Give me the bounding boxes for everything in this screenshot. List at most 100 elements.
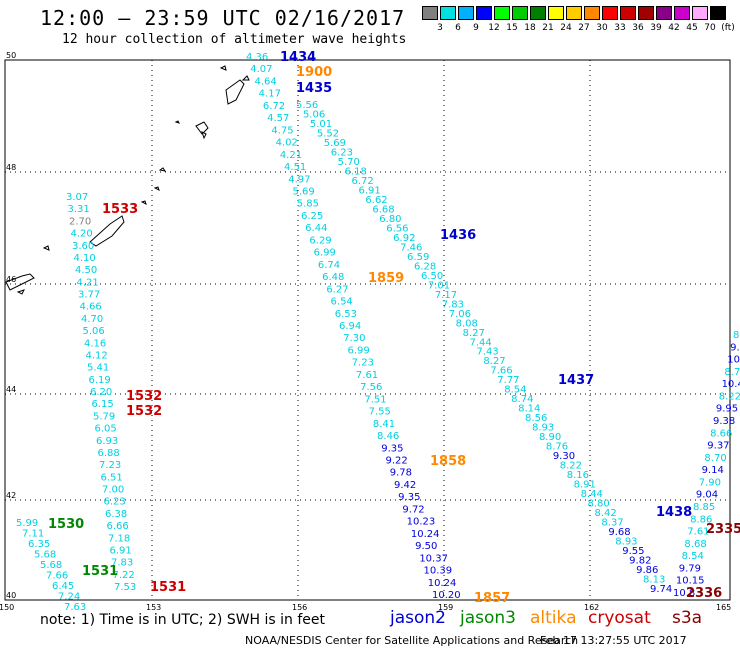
time-label: 1434 — [280, 50, 316, 65]
island-shape — [219, 65, 227, 71]
track-value: 4.51 — [284, 162, 306, 173]
colorbar-label: 9 — [473, 23, 479, 33]
track-value: 8.46 — [377, 431, 399, 442]
altimeter-tracks: 3.073.312.704.203.604.104.504.213.774.66… — [16, 50, 740, 613]
track-value: 8.74 — [511, 394, 533, 405]
timestamp: Feb 17 13:27:55 UTC 2017 — [540, 634, 687, 647]
track-value: 4.02 — [276, 138, 298, 149]
colorbar-label: 42 — [668, 23, 680, 33]
track-value: 9.30 — [553, 451, 575, 462]
track-value: 8.68 — [684, 539, 706, 550]
track-value: 6.74 — [318, 260, 340, 271]
track-value: 6.54 — [331, 297, 353, 308]
page-title: 12:00 – 23:59 UTC 02/16/2017 — [40, 6, 406, 30]
time-label: 1532 — [126, 389, 162, 404]
track-value: 7.23 — [352, 358, 374, 369]
track-value: 8.16 — [567, 470, 589, 481]
colorbar-swatch — [620, 6, 636, 20]
track-value: 7.44 — [470, 337, 492, 348]
track-value: 9.50 — [415, 541, 437, 552]
track-value: 4.66 — [80, 302, 102, 313]
track-value: 6.18 — [345, 166, 367, 177]
track-value: 7.63 — [64, 602, 86, 613]
track-value: 3.31 — [68, 204, 90, 215]
lat-label: 42 — [6, 491, 16, 500]
track-value: 7.83 — [442, 299, 464, 310]
track-value: 6.59 — [407, 252, 429, 263]
colorbar-swatch — [602, 6, 618, 20]
track-value: 5.79 — [93, 411, 115, 422]
track-value: 6.94 — [339, 321, 361, 332]
track-value: 8.86 — [690, 514, 712, 525]
track-value: 5.68 — [34, 550, 56, 561]
track-value: 4.17 — [259, 89, 281, 100]
colorbar-label: 70 — [704, 23, 716, 33]
track-value: 8.80 — [588, 499, 610, 510]
track-value: 6.93 — [96, 436, 118, 447]
island-shape — [241, 75, 250, 81]
track-value: 2.70 — [69, 216, 91, 227]
track-value: 6.68 — [372, 204, 394, 215]
track-value: 8.14 — [518, 404, 540, 415]
track-value: 7.77 — [497, 375, 519, 386]
colorbar-label: 45 — [686, 23, 698, 33]
track-value: 4.12 — [86, 350, 108, 361]
time-label: 2335 — [706, 522, 740, 537]
time-label: 1859 — [368, 271, 404, 286]
track-value: 9.35 — [398, 492, 420, 503]
track-value: 7.61 — [356, 370, 378, 381]
track-value: 7.18 — [108, 533, 130, 544]
track-value: 6.50 — [421, 271, 443, 282]
island-shape — [89, 215, 125, 247]
track-value: 10.24 — [411, 529, 440, 540]
legend-cryosat: cryosat — [588, 608, 651, 628]
track-value: 9.72 — [402, 504, 424, 515]
track-value: 6.23 — [331, 147, 353, 158]
track-value: 6.80 — [379, 214, 401, 225]
colorbar-swatch — [584, 6, 600, 20]
track-value: 6.27 — [326, 284, 348, 295]
track-value: 9.22 — [386, 456, 408, 467]
track-value: 9.79 — [679, 563, 701, 574]
colorbar-label: 12 — [488, 23, 500, 33]
legend-jason2: jason2 — [390, 608, 446, 628]
credits: NOAA/NESDIS Center for Satellite Applica… — [245, 634, 579, 647]
time-label: 1438 — [656, 505, 692, 520]
track-value: 8.93 — [532, 423, 554, 434]
island-shape — [174, 120, 180, 124]
track-value: 8.91 — [574, 480, 596, 491]
colorbar-swatch — [458, 6, 474, 20]
coastline — [5, 65, 250, 295]
track-value: 6.91 — [110, 545, 132, 556]
track-value: 5.85 — [297, 199, 319, 210]
track-value: 4.75 — [271, 125, 293, 136]
track-value: 7.56 — [360, 382, 382, 393]
colorbar-swatch — [548, 6, 564, 20]
track-value: 7.53 — [114, 582, 136, 593]
colorbar-label: 33 — [614, 23, 626, 33]
island-shape — [225, 79, 245, 105]
track-value: 6.51 — [101, 472, 123, 483]
track-value: 8.13 — [643, 575, 665, 586]
track-value: 4.20 — [71, 229, 93, 240]
colorbar-label: 30 — [596, 23, 608, 33]
colorbar-label: (ft) — [721, 23, 735, 33]
track-value: 6.25 — [301, 211, 323, 222]
track-value: 7.17 — [435, 290, 457, 301]
time-label: 1531 — [150, 580, 186, 595]
track-value: 8.85 — [693, 502, 715, 513]
track-value: 8.08 — [456, 318, 478, 329]
track-value: 6.29 — [309, 235, 331, 246]
track-value: 7.66 — [46, 571, 68, 582]
track-value: 7.24 — [58, 592, 80, 603]
lat-label: 40 — [6, 591, 16, 600]
axis-labels: 50 48 46 44 42 40 150 153 156 159 162 165 — [0, 51, 731, 612]
colorbar-swatch — [512, 6, 528, 20]
colorbar-swatch — [566, 6, 582, 20]
track-value: 8.66 — [710, 428, 732, 439]
lat-label: 46 — [6, 275, 16, 284]
track-value: 7.30 — [343, 333, 365, 344]
track-value: 7.46 — [400, 242, 422, 253]
track-value: 4.10 — [74, 253, 96, 264]
